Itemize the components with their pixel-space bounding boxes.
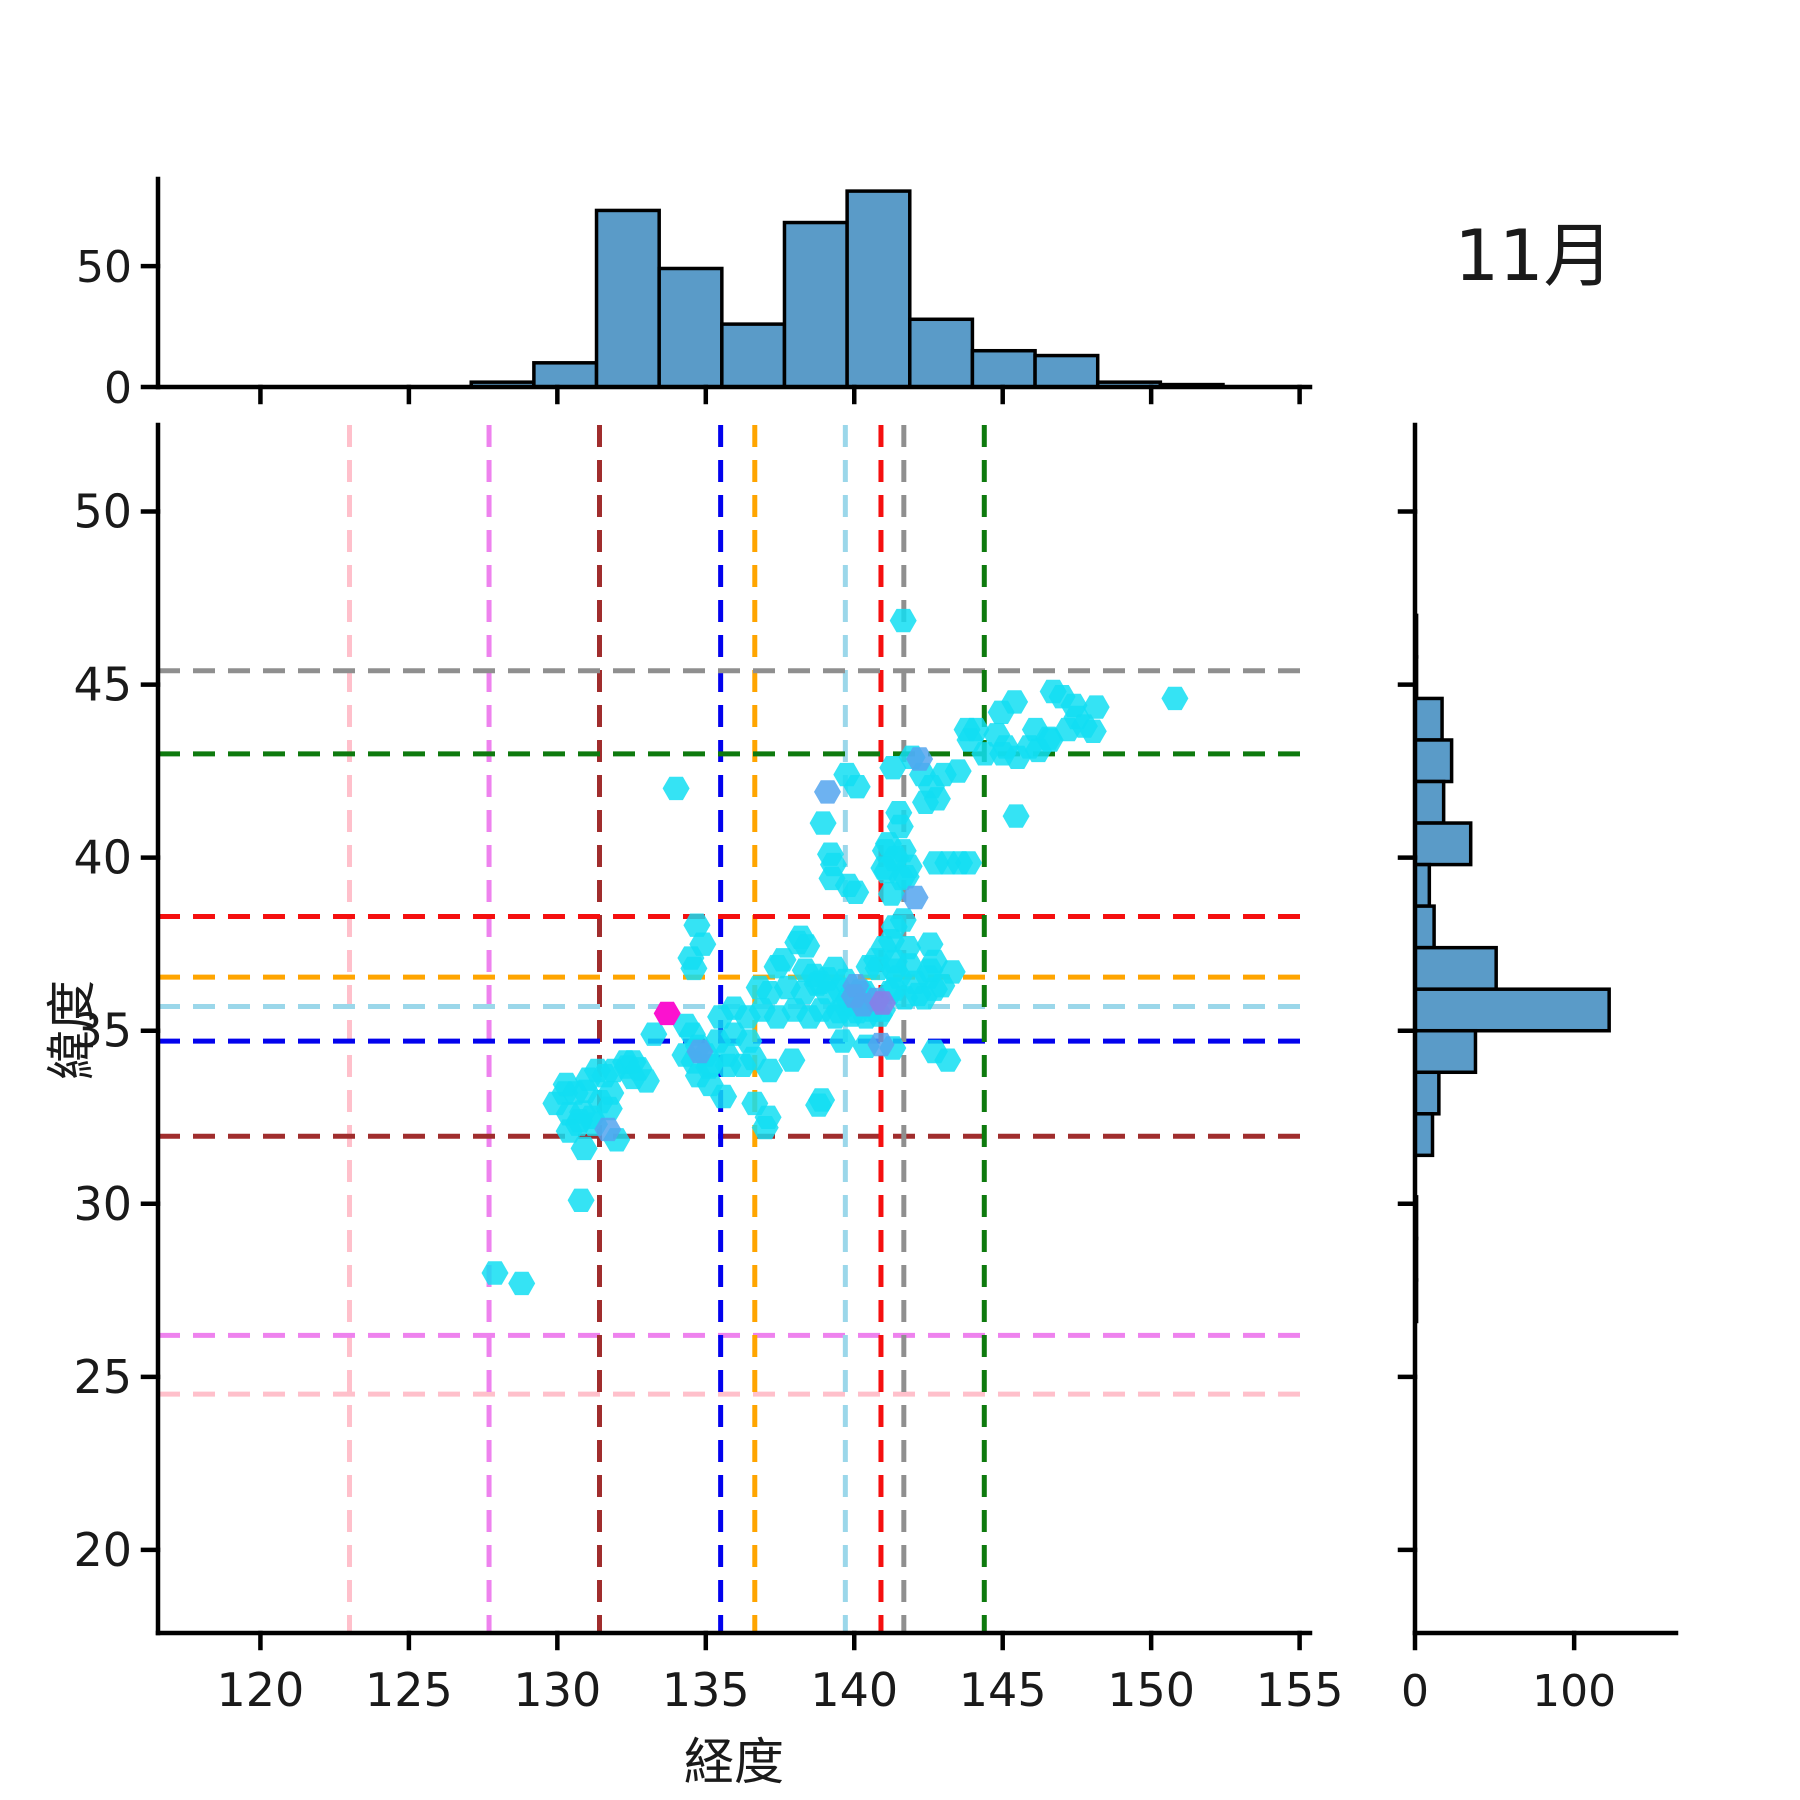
svg-text:140: 140 bbox=[810, 1663, 898, 1717]
svg-text:35: 35 bbox=[73, 1004, 132, 1058]
svg-text:135: 135 bbox=[662, 1663, 750, 1717]
svg-text:150: 150 bbox=[1107, 1663, 1195, 1717]
svg-text:50: 50 bbox=[73, 485, 132, 539]
svg-text:45: 45 bbox=[73, 658, 132, 712]
svg-text:125: 125 bbox=[365, 1663, 453, 1717]
svg-text:155: 155 bbox=[1256, 1663, 1344, 1717]
svg-text:40: 40 bbox=[73, 831, 132, 885]
x-axis-label: 経度 bbox=[684, 1733, 784, 1791]
svg-text:30: 30 bbox=[73, 1177, 132, 1231]
svg-text:100: 100 bbox=[1532, 1666, 1616, 1717]
svg-text:50: 50 bbox=[76, 242, 132, 293]
svg-text:120: 120 bbox=[217, 1663, 305, 1717]
chart-title: 11月 bbox=[1454, 215, 1614, 297]
svg-text:130: 130 bbox=[513, 1663, 601, 1717]
svg-text:145: 145 bbox=[959, 1663, 1047, 1717]
svg-text:20: 20 bbox=[73, 1523, 132, 1577]
svg-text:0: 0 bbox=[104, 363, 132, 414]
svg-text:25: 25 bbox=[73, 1350, 132, 1404]
svg-text:0: 0 bbox=[1401, 1666, 1429, 1717]
y-axis-label: 緯度 bbox=[43, 980, 101, 1080]
